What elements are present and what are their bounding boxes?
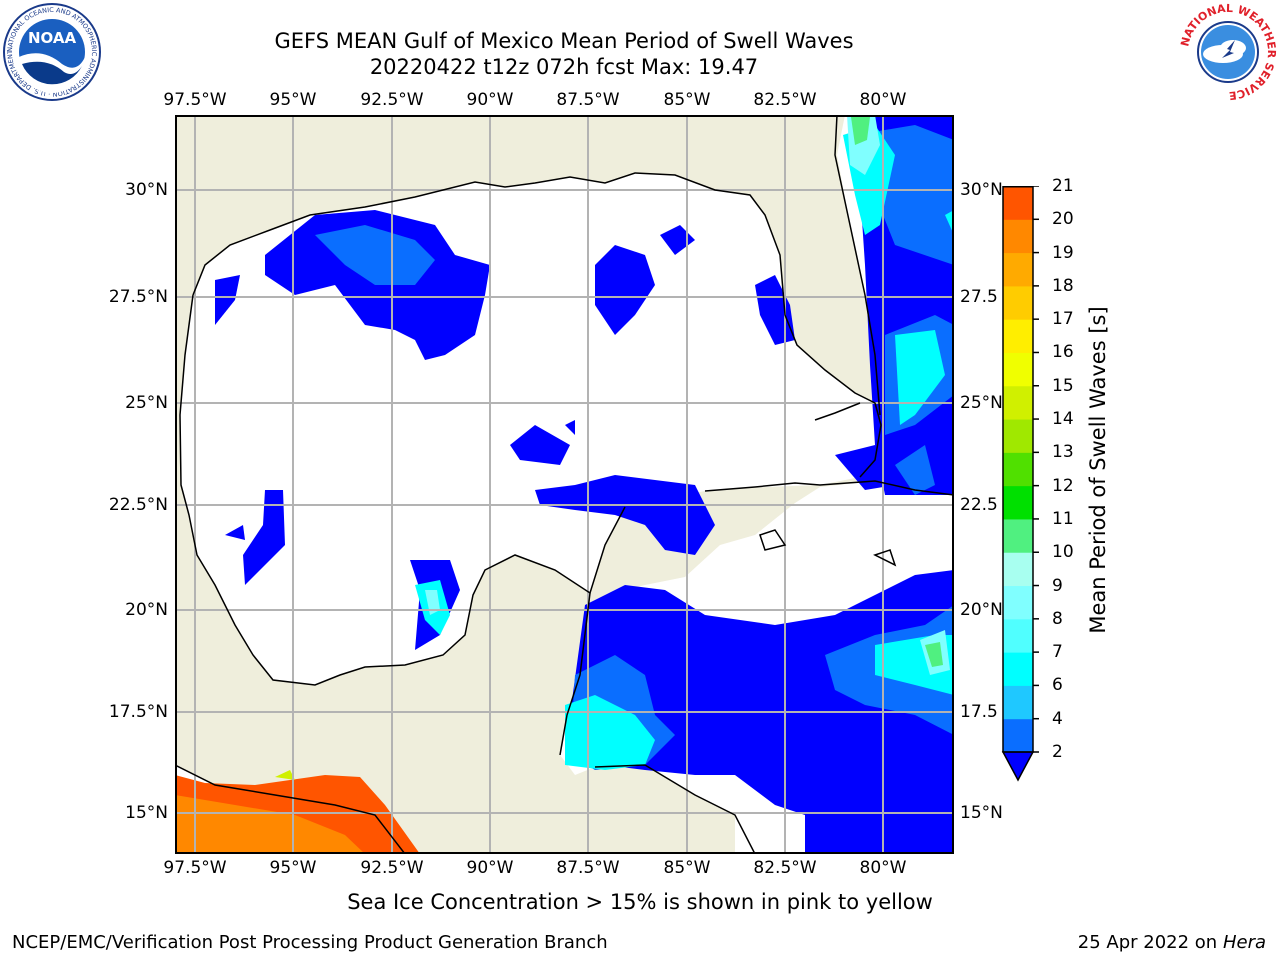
footer-date: 25 Apr 2022 on Hera [1078, 932, 1266, 953]
lon-tick-bottom-6: 82.5°W [753, 858, 817, 878]
lat-tick-left-4: 20°N [125, 600, 168, 620]
footer-machine: Hera [1222, 932, 1266, 953]
lon-tick-bottom-4: 87.5°W [556, 858, 620, 878]
lon-tick-bottom-7: 80°W [859, 858, 907, 878]
lon-tick-top-6: 82.5°W [753, 90, 817, 110]
colorbar-tick-label: 17 [1052, 309, 1074, 330]
colorbar-tick-label: 19 [1052, 242, 1074, 263]
lon-tick-top-1: 95°W [269, 90, 317, 110]
colorbar-segment [1003, 685, 1033, 720]
colorbar-segment [1003, 518, 1033, 553]
colorbar-segment [1003, 352, 1033, 387]
colorbar-segment [1003, 285, 1033, 320]
lon-tick-bottom-2: 92.5°W [360, 858, 424, 878]
lon-tick-top-5: 85°W [663, 90, 711, 110]
colorbar-segment [1003, 419, 1033, 453]
lon-tick-top-3: 90°W [466, 90, 514, 110]
swell-field-green [425, 115, 950, 675]
colorbar-segment [1003, 652, 1033, 686]
lon-tick-top-7: 80°W [859, 90, 907, 110]
colorbar-label: Mean Period of Swell Waves [s] [1086, 306, 1110, 634]
colorbar-tick-label: 9 [1052, 575, 1063, 596]
colorbar-tick-label: 4 [1052, 708, 1063, 729]
sea-ice-note: Sea Ice Concentration > 15% is shown in … [347, 890, 933, 914]
lat-tick-right-3: 22.5 [960, 495, 998, 515]
gulf-map [175, 115, 954, 854]
colorbar-tick-label: 20 [1052, 209, 1074, 230]
lon-tick-bottom-1: 95°W [269, 858, 317, 878]
colorbar-tick-label: 18 [1052, 275, 1074, 296]
lon-tick-top-0: 97.5°W [163, 90, 227, 110]
lat-tick-left-5: 17.5°N [108, 702, 168, 722]
lat-tick-right-4: 20°N [960, 600, 1003, 620]
lat-tick-right-0: 30°N [960, 180, 1003, 200]
colorbar-tick-label: 13 [1052, 442, 1074, 463]
lat-tick-left-0: 30°N [125, 180, 168, 200]
colorbar-segment [1003, 186, 1033, 220]
colorbar-segment [1003, 219, 1033, 254]
lat-tick-right-2: 25°N [960, 393, 1003, 413]
map-gridlines [175, 115, 954, 854]
lon-tick-top-2: 92.5°W [360, 90, 424, 110]
colorbar [1001, 186, 1039, 782]
colorbar-segment [1003, 718, 1033, 753]
lat-tick-right-1: 27.5 [960, 287, 998, 307]
chart-subtitle-run: 20220422 t12z 072h fcst Max: 19.47 [369, 55, 759, 79]
colorbar-tick-label: 7 [1052, 642, 1063, 663]
colorbar-tick-label: 12 [1052, 475, 1074, 496]
nws-logo: NATIONAL WEATHER SERVICE [1178, 2, 1278, 102]
swell-field-pacific [175, 770, 420, 854]
colorbar-segment [1003, 385, 1033, 420]
lat-tick-right-6: 15°N [960, 803, 1003, 823]
colorbar-frame [1002, 186, 1034, 753]
colorbar-segment [1003, 485, 1033, 520]
noaa-logo-text: NOAA [28, 29, 77, 47]
colorbar-tick-label: 10 [1052, 542, 1074, 563]
colorbar-tick-label: 6 [1052, 675, 1063, 696]
colorbar-tick-label: 15 [1052, 375, 1074, 396]
colorbar-segment [1003, 552, 1033, 587]
lat-tick-left-1: 27.5°N [108, 287, 168, 307]
colorbar-tick-label: 14 [1052, 409, 1074, 430]
colorbar-tick-label: 2 [1052, 742, 1063, 762]
colorbar-segment [1003, 252, 1033, 287]
colorbar-segment [1003, 319, 1033, 353]
lon-tick-bottom-3: 90°W [466, 858, 514, 878]
lon-tick-bottom-5: 85°W [663, 858, 711, 878]
lat-tick-left-3: 22.5°N [108, 495, 168, 515]
footer-date-text: 25 Apr 2022 on [1077, 932, 1223, 953]
colorbar-tick-label: 11 [1052, 508, 1074, 529]
lat-tick-left-6: 15°N [125, 803, 168, 823]
lon-tick-bottom-0: 97.5°W [163, 858, 227, 878]
lon-tick-top-4: 87.5°W [556, 90, 620, 110]
colorbar-tick-label: 21 [1052, 176, 1074, 196]
colorbar-segment [1003, 585, 1033, 620]
colorbar-tick-label: 8 [1052, 608, 1063, 629]
map-frame [175, 115, 954, 854]
coastlines [175, 115, 954, 854]
lat-tick-left-2: 25°N [125, 393, 168, 413]
noaa-logo: NATIONAL OCEANIC AND ATMOSPHERIC ADMINIS… [2, 2, 101, 101]
footer-branch: NCEP/EMC/Verification Post Processing Pr… [12, 932, 608, 953]
colorbar-segment [1003, 618, 1033, 653]
colorbar-tick-label: 16 [1052, 342, 1074, 363]
colorbar-under-triangle [1001, 751, 1035, 782]
colorbar-segment [1003, 452, 1033, 487]
chart-title: GEFS MEAN Gulf of Mexico Mean Period of … [274, 29, 854, 53]
lat-tick-right-5: 17.5 [960, 702, 998, 722]
